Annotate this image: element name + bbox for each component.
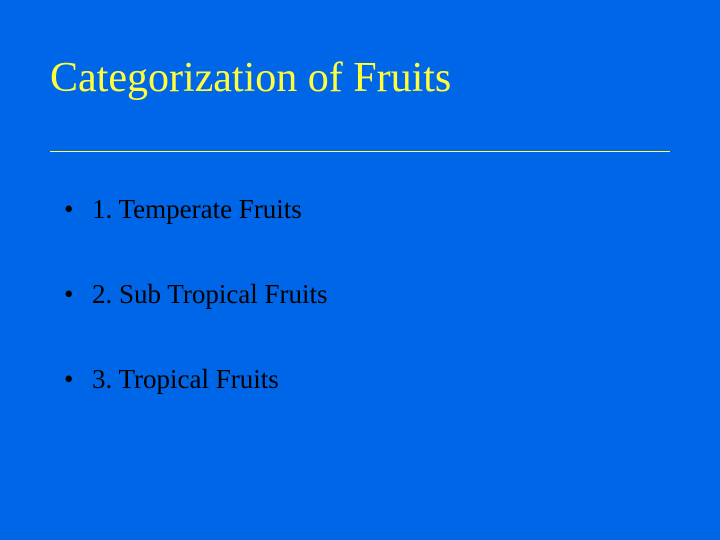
title-underline — [50, 151, 670, 152]
bullet-text: 2. Sub Tropical Fruits — [92, 279, 328, 309]
list-item: 3. Tropical Fruits — [64, 364, 670, 395]
bullet-text: 1. Temperate Fruits — [92, 194, 302, 224]
slide-container: Categorization of Fruits 1. Temperate Fr… — [0, 0, 720, 540]
slide-title: Categorization of Fruits — [50, 54, 670, 103]
bullet-list: 1. Temperate Fruits 2. Sub Tropical Frui… — [50, 194, 670, 395]
list-item: 1. Temperate Fruits — [64, 194, 670, 225]
bullet-text: 3. Tropical Fruits — [92, 364, 279, 394]
list-item: 2. Sub Tropical Fruits — [64, 279, 670, 310]
